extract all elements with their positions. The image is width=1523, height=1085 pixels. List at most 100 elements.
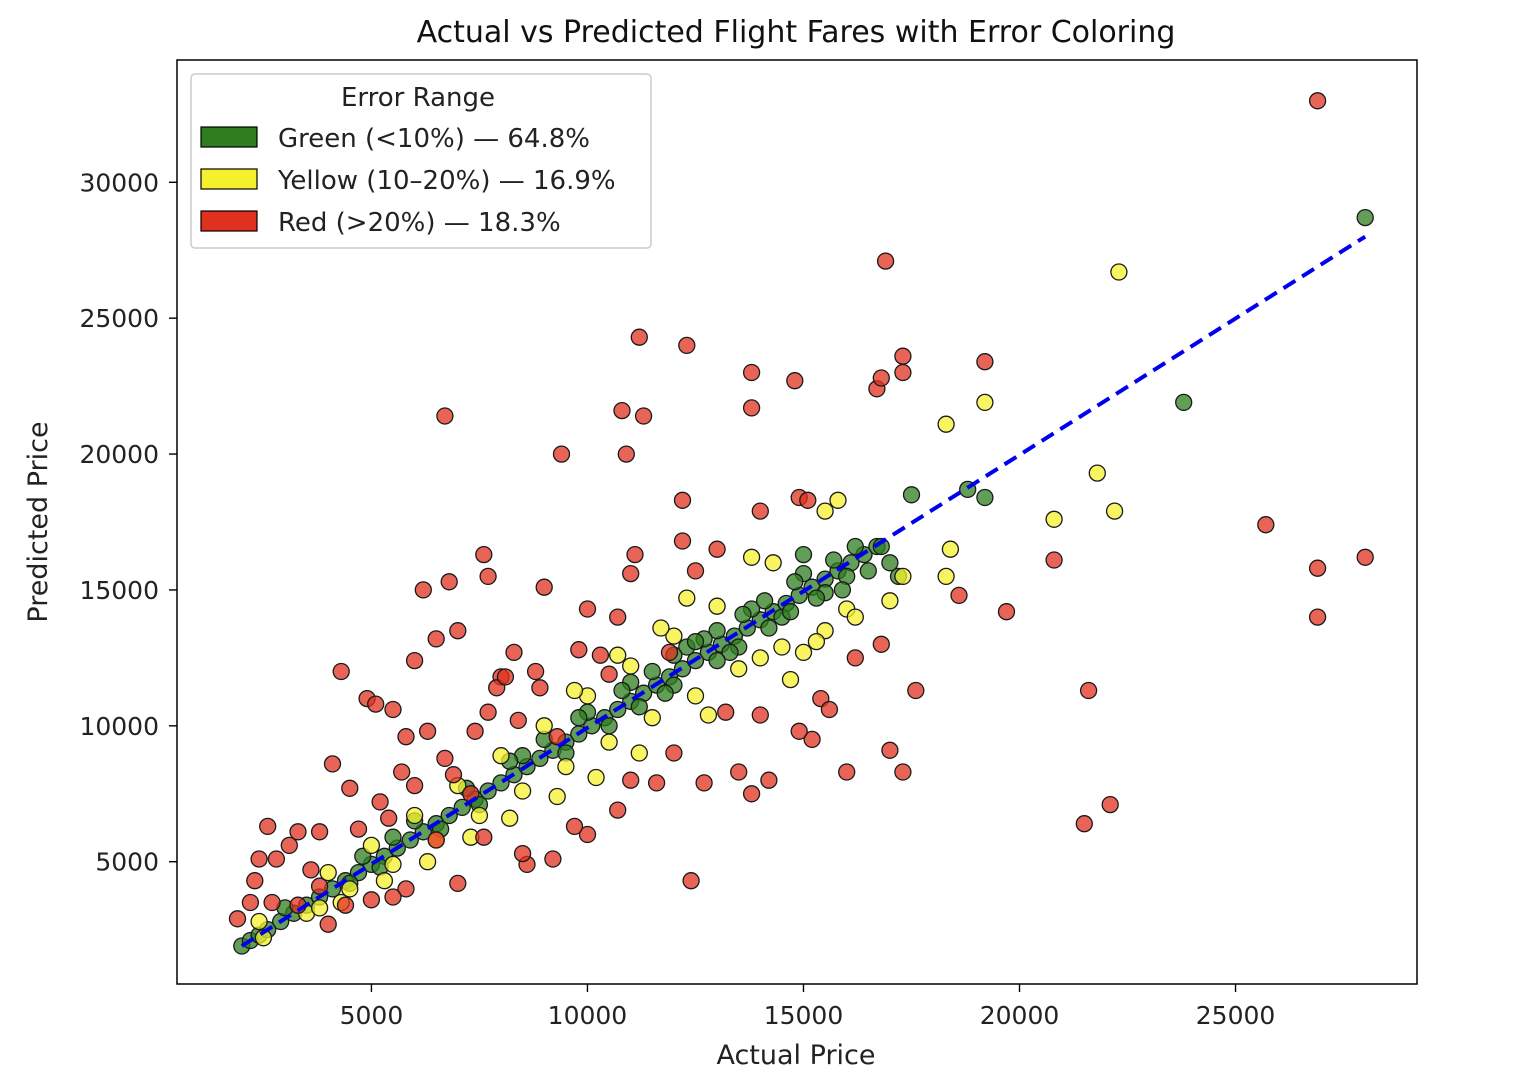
data-point-red: [682, 872, 700, 890]
data-point-yellow: [492, 747, 510, 765]
data-point-red: [289, 823, 307, 841]
data-point-red: [418, 722, 437, 740]
legend-title: Error Range: [341, 83, 495, 113]
data-point-red: [695, 774, 713, 792]
data-point-red: [405, 651, 424, 670]
data-point-yellow: [730, 660, 748, 678]
data-point-red: [496, 668, 515, 686]
data-point-yellow: [686, 687, 705, 705]
legend-swatch-red: [200, 210, 258, 232]
data-point-yellow: [937, 415, 955, 433]
data-point-yellow: [384, 855, 402, 874]
data-point-red: [414, 581, 432, 599]
data-point-red: [349, 820, 368, 838]
data-point-red: [1308, 92, 1327, 110]
data-point-red: [876, 252, 895, 270]
data-point-red: [449, 874, 467, 893]
data-point-red: [341, 779, 359, 797]
data-point-red: [730, 763, 748, 781]
data-point-yellow: [254, 929, 273, 947]
data-point-red: [647, 774, 666, 792]
data-point-red: [1075, 815, 1093, 833]
data-point-red: [250, 850, 268, 868]
data-point-red: [228, 910, 247, 928]
data-point-yellow: [764, 554, 782, 572]
data-point-red: [367, 695, 385, 713]
data-point-yellow: [418, 853, 437, 871]
data-point-yellow: [976, 393, 994, 412]
data-point-red: [1045, 551, 1063, 569]
data-point-yellow: [1045, 510, 1063, 528]
data-point-yellow: [708, 597, 726, 615]
data-point-red: [479, 567, 497, 586]
data-point-yellow: [557, 757, 575, 776]
data-point-red: [950, 586, 968, 605]
data-point-red: [552, 445, 571, 463]
y-tick-label: 10000: [79, 712, 159, 741]
data-point-green: [1175, 393, 1193, 412]
data-point-yellow: [1110, 263, 1128, 281]
data-point-red: [371, 793, 389, 811]
data-point-red: [310, 823, 329, 841]
data-point-red: [609, 608, 627, 626]
data-point-red: [617, 445, 635, 463]
data-point-red: [600, 665, 618, 683]
data-point-green: [600, 717, 618, 735]
data-point-yellow: [941, 540, 960, 558]
y-axis-label: Predicted Price: [23, 421, 54, 622]
data-point-green: [1356, 208, 1374, 227]
data-point-yellow: [405, 806, 424, 825]
data-point-yellow: [587, 768, 605, 787]
data-point-red: [302, 861, 320, 879]
data-point-red: [578, 825, 597, 844]
data-point-green: [786, 573, 804, 591]
data-point-green: [643, 662, 661, 681]
data-point-red: [436, 749, 454, 768]
data-point-green: [755, 592, 774, 610]
data-point-red: [526, 662, 545, 681]
data-point-red: [872, 635, 890, 653]
chart-title: Actual vs Predicted Flight Fares with Er…: [417, 15, 1176, 50]
legend-box: [190, 73, 652, 249]
data-point-yellow: [807, 632, 826, 651]
data-point-red: [872, 369, 890, 387]
data-point-red: [1356, 548, 1374, 566]
data-point-red: [630, 328, 648, 346]
y-tick-label: 15000: [79, 576, 159, 605]
data-point-green: [630, 698, 648, 716]
data-point-red: [673, 532, 692, 550]
data-point-red: [384, 888, 402, 906]
data-point-red: [790, 722, 808, 740]
data-point-yellow: [881, 592, 899, 610]
legend-swatch-yellow: [200, 168, 258, 190]
data-point-red: [1101, 795, 1119, 814]
data-point-red: [405, 776, 424, 795]
data-point-green: [613, 681, 631, 700]
x-tick-label: 25000: [1196, 1001, 1276, 1030]
data-point-yellow: [630, 744, 648, 762]
y-tick-label: 20000: [79, 440, 159, 469]
data-point-green: [384, 828, 402, 846]
data-point-red: [565, 817, 584, 836]
data-point-red: [535, 578, 553, 596]
data-point-yellow: [609, 646, 627, 664]
data-point-yellow: [643, 709, 661, 727]
data-point-yellow: [1088, 464, 1106, 482]
data-point-red: [440, 573, 458, 591]
data-point-yellow: [375, 872, 394, 890]
data-point-red: [323, 755, 342, 773]
data-point-red: [622, 771, 640, 789]
data-point-green: [859, 562, 877, 580]
data-point-yellow: [470, 806, 489, 825]
data-point-yellow: [513, 782, 532, 800]
data-point-red: [578, 600, 597, 618]
data-point-red: [660, 643, 679, 662]
data-point-green: [686, 632, 705, 651]
data-point-green: [846, 537, 864, 556]
x-axis-ticks: 5000 10000 15000 20000 25000: [340, 984, 1276, 1030]
data-point-red: [531, 679, 549, 697]
data-point-yellow: [816, 502, 834, 520]
data-point-red: [513, 844, 532, 863]
data-point-red: [976, 353, 994, 371]
data-point-red: [444, 766, 463, 784]
